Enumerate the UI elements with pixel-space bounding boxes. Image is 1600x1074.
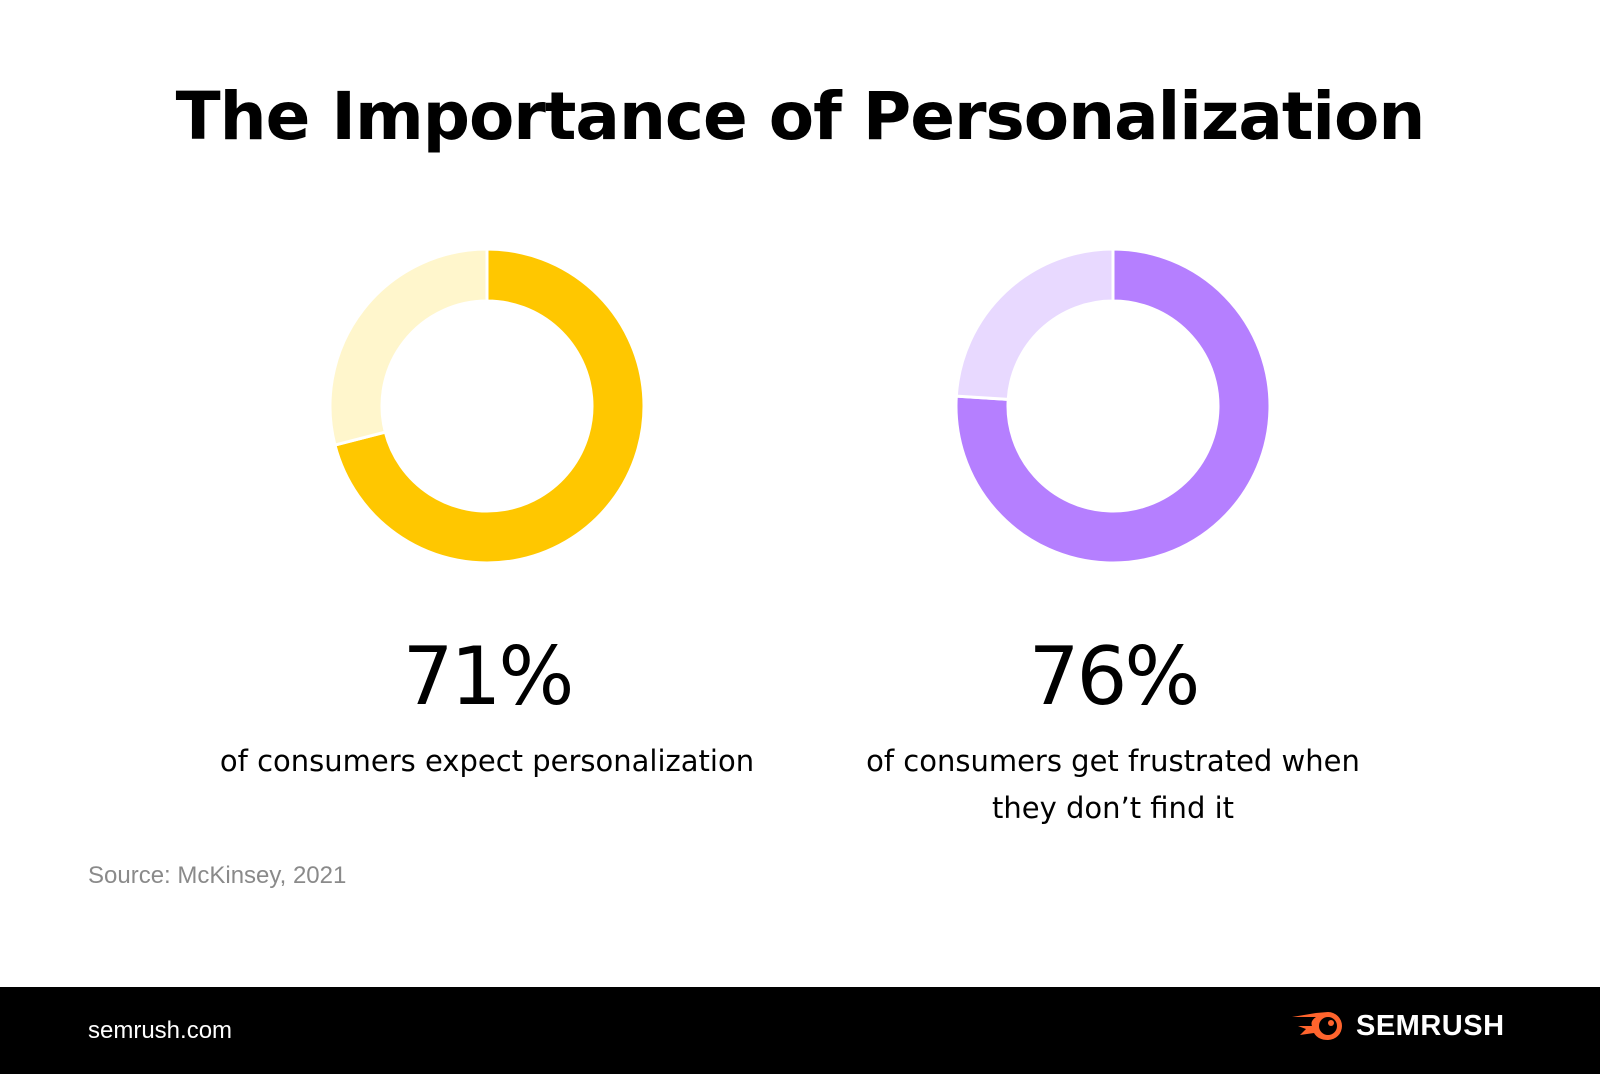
donut-1-slice-2 [328, 247, 489, 447]
donut-1-slice-1 [333, 247, 646, 565]
footer: semrush.com SEMRUSH [0, 987, 1600, 1074]
stat-value-2: 76% [1028, 630, 1201, 723]
semrush-logo: SEMRUSH [1290, 1009, 1505, 1043]
stat-value-1: 71% [402, 630, 575, 723]
site-link[interactable]: semrush.com [88, 1017, 233, 1044]
page-title: The Importance of Personalization [175, 78, 1426, 155]
donut-2-slice-1 [954, 247, 1272, 565]
semrush-fireball-icon [1292, 1012, 1342, 1040]
donut-2-slice-2 [954, 247, 1115, 401]
stat-description-2: of consumers get frustrated when they do… [866, 744, 1360, 825]
donut-charts [328, 247, 1272, 565]
stat-description-1: of consumers expect personalization [219, 744, 755, 778]
source-note: Source: McKinsey, 2021 [88, 862, 347, 889]
logo-text: SEMRUSH [1356, 1009, 1505, 1042]
